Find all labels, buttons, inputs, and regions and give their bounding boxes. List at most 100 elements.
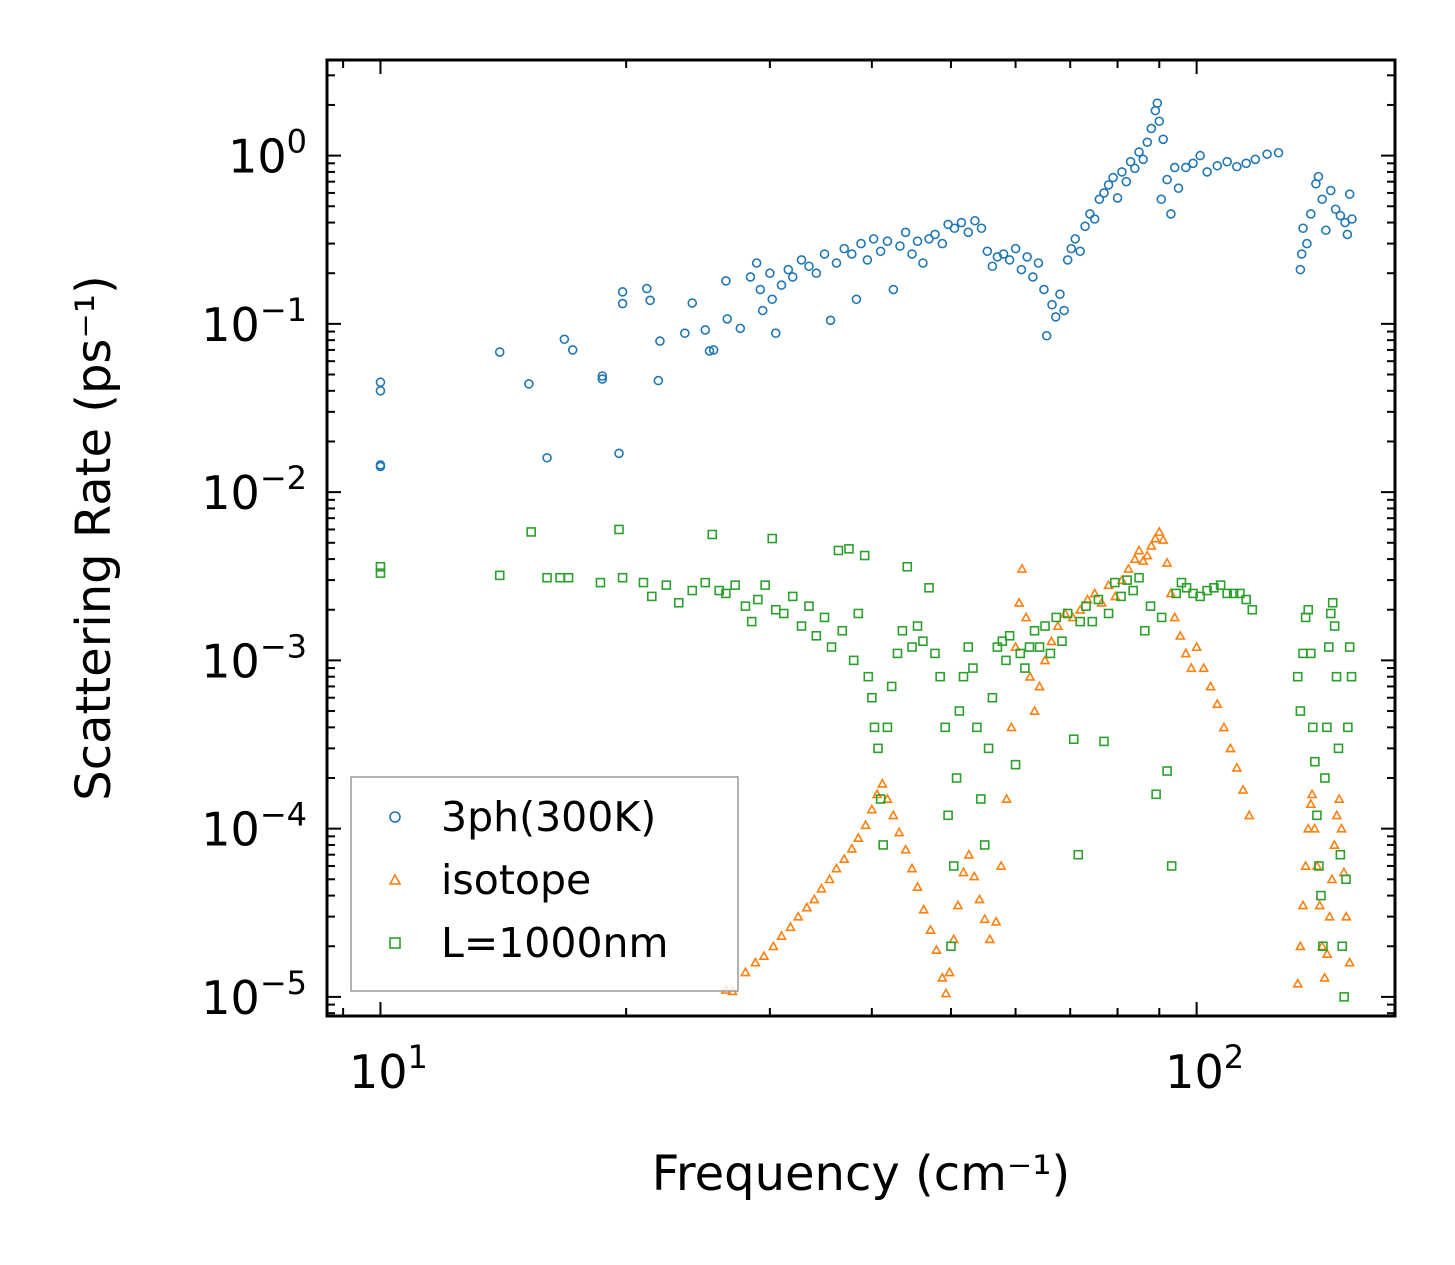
data-point	[997, 636, 1008, 647]
data-point	[846, 249, 857, 259]
data-point	[1024, 642, 1035, 652]
data-point	[1188, 158, 1198, 169]
data-point	[1195, 150, 1205, 161]
series-square	[375, 524, 1357, 1002]
data-point	[1222, 156, 1232, 167]
data-point	[1016, 563, 1028, 573]
data-point	[1033, 258, 1044, 268]
series-triangle	[720, 526, 1356, 998]
data-point	[1041, 330, 1052, 341]
data-point	[1302, 238, 1312, 249]
data-point	[897, 625, 908, 636]
data-point	[1247, 604, 1258, 615]
data-point	[892, 648, 903, 659]
data-point	[906, 862, 918, 873]
data-point	[918, 636, 928, 647]
data-point	[1075, 616, 1085, 627]
data-point	[1158, 134, 1169, 145]
data-point	[888, 284, 899, 295]
data-point	[792, 910, 804, 921]
data-point	[878, 840, 888, 850]
data-point	[1130, 163, 1140, 174]
data-point	[1094, 194, 1105, 205]
data-point	[375, 568, 386, 578]
data-point	[970, 215, 980, 226]
data-point	[1341, 874, 1351, 885]
data-point	[930, 648, 940, 659]
data-point	[1212, 160, 1223, 171]
data-point	[1295, 940, 1306, 951]
data-point	[819, 249, 830, 259]
data-point	[848, 655, 859, 666]
data-point	[595, 577, 606, 588]
data-point	[1093, 594, 1104, 605]
data-point	[816, 882, 827, 893]
data-point	[1134, 147, 1144, 157]
data-point	[1103, 180, 1114, 190]
data-layer	[375, 98, 1357, 1002]
data-point	[1156, 194, 1167, 205]
data-point	[1319, 972, 1331, 982]
data-point	[1188, 588, 1198, 599]
data-point	[700, 577, 711, 588]
data-point	[862, 255, 873, 265]
data-point	[1202, 585, 1212, 596]
data-point	[1324, 642, 1334, 652]
data-point	[925, 924, 936, 934]
data-point	[757, 305, 768, 316]
data-point	[963, 849, 975, 859]
data-point	[1010, 759, 1021, 770]
data-point	[1020, 611, 1032, 622]
data-point	[1316, 890, 1326, 901]
data-point	[1297, 899, 1309, 910]
data-point	[838, 853, 850, 864]
data-point	[1330, 204, 1341, 215]
data-point	[1151, 789, 1161, 800]
data-point	[1020, 663, 1030, 673]
data-point	[645, 295, 655, 306]
data-point	[1237, 784, 1249, 794]
data-point	[1133, 544, 1145, 555]
data-point	[642, 283, 652, 294]
data-point	[958, 671, 969, 682]
data-point	[617, 298, 628, 309]
data-point	[1029, 625, 1040, 636]
data-point	[882, 793, 893, 804]
data-point	[1329, 839, 1340, 849]
data-point	[776, 280, 787, 290]
data-point	[1080, 221, 1090, 232]
data-point	[1096, 597, 1108, 607]
data-point	[770, 328, 781, 339]
data-point	[935, 671, 945, 682]
data-point	[1320, 773, 1330, 783]
data-point	[740, 601, 751, 611]
data-point	[740, 966, 751, 977]
data-point	[893, 826, 905, 837]
data-point	[1028, 272, 1038, 282]
data-point	[1333, 743, 1344, 754]
data-point	[687, 298, 698, 308]
data-point	[1325, 185, 1336, 196]
data-point	[1024, 671, 1036, 681]
data-point	[868, 234, 879, 244]
data-point	[1157, 534, 1169, 544]
data-point	[1342, 229, 1353, 240]
data-point	[597, 371, 608, 381]
data-point	[735, 323, 746, 334]
data-point	[1103, 608, 1114, 619]
data-point	[1241, 158, 1251, 169]
legend-marker-square	[389, 937, 401, 949]
data-point	[722, 314, 733, 324]
data-point	[1174, 630, 1186, 640]
data-point	[1013, 597, 1025, 607]
data-point	[1068, 734, 1079, 745]
data-point	[876, 778, 888, 788]
data-point	[930, 229, 940, 240]
data-point	[1081, 601, 1091, 611]
data-point	[895, 241, 905, 251]
data-point	[1303, 604, 1314, 615]
data-point	[1225, 742, 1236, 753]
data-point	[808, 893, 820, 904]
